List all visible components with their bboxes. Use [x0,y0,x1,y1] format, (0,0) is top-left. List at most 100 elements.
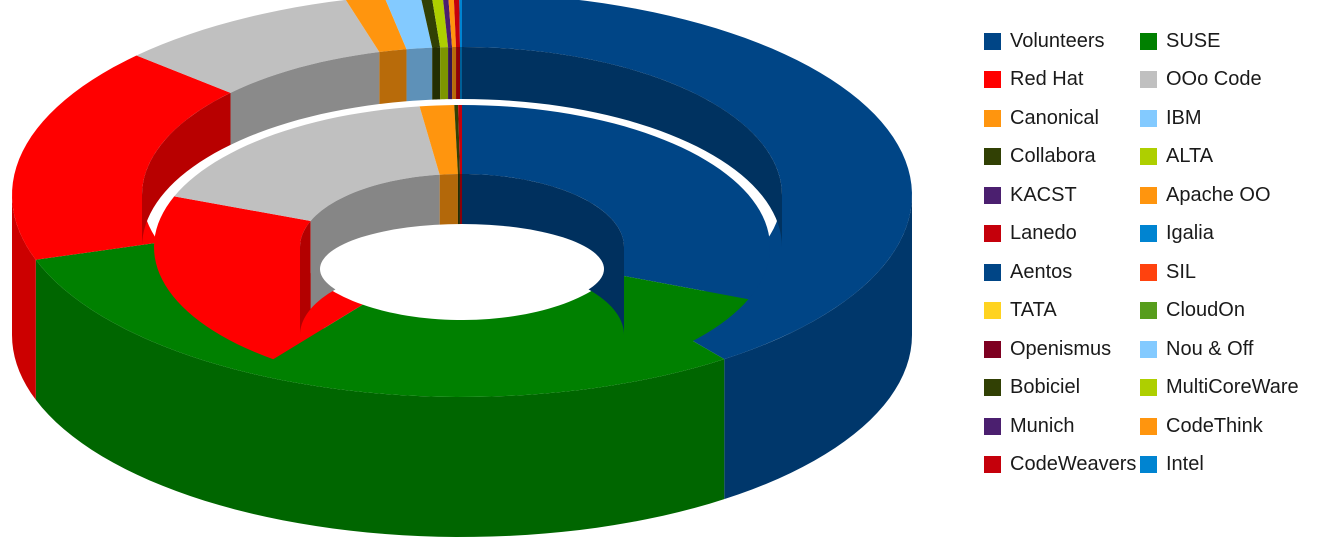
legend-swatch [1140,32,1157,50]
step-wall-lanedo [456,47,461,100]
outer-slice-ibm [385,0,433,50]
legend-label: Volunteers [1010,29,1105,52]
inner-slice-suse [273,273,749,389]
inner-ring [154,105,770,389]
outer-ring-walls [12,195,912,537]
inner-slice-volunteers [462,105,770,300]
outer-slice-red-hat [12,55,231,260]
legend-swatch [984,263,1001,281]
outer-wall-red-hat [12,195,36,400]
legend-item-apache-oo: Apache OO [1140,178,1271,212]
legend-label: Munich [1010,414,1075,437]
legend-swatch [984,302,1001,319]
outer-slice-alta [432,0,449,48]
legend-label: Bobiciel [1010,376,1081,398]
legend-item-codeweavers: CodeWeavers [984,448,1136,482]
hole-wall-red-hat [300,220,311,335]
legend-swatch [1140,109,1157,127]
legend-label: Canonical [1010,106,1099,129]
step-wall-canonical [379,49,407,105]
outer-wall-suse [35,259,725,537]
step-wall-kacst [448,47,453,100]
outer-slice-ooo-code [136,0,380,93]
legend-swatch [1140,456,1157,473]
legend-swatch [1140,379,1157,396]
legend-item-openismus: Openismus [984,332,1111,366]
legend-swatch [1140,302,1157,319]
inner-slice-canonical [419,105,458,175]
legend-swatch [984,379,1001,396]
legend-item-intel: Intel [1140,448,1204,482]
legend-swatch [1140,186,1157,204]
legend-item-volunteers: Volunteers [984,24,1105,58]
outer-slice-collabora [421,0,441,48]
legend-label: Intel [1166,453,1204,475]
legend-label: KACST [1010,183,1077,206]
outer-slice-apache-oo [448,0,457,48]
outer-slice-kacst [443,0,453,48]
legend-swatch [1140,71,1157,88]
legend-swatch [1140,263,1157,281]
legend-label: OOo Code [1166,68,1262,90]
legend-item-collabora: Collabora [984,140,1096,174]
outer-slice-lanedo [453,0,461,48]
legend-label: Lanedo [1010,222,1077,244]
outer-slice-igalia [459,0,462,47]
inner-slice-lanedo [458,105,462,175]
legend-item-ibm: IBM [1140,101,1202,135]
legend-swatch [1140,340,1157,358]
legend-item-lanedo: Lanedo [984,217,1077,251]
legend-swatch [984,417,1001,435]
legend-item-cloudon: CloudOn [1140,294,1245,328]
legend-label: Red Hat [1010,68,1084,90]
legend-item-igalia: Igalia [1140,217,1214,251]
step-wall-ooo-code [230,52,380,145]
outer-slice-canonical [345,0,407,53]
inner-slice-red-hat [154,196,363,360]
legend-label: Aentos [1010,260,1073,283]
legend-label: IBM [1166,106,1202,129]
legend-label: MultiCoreWare [1166,376,1299,398]
legend-item-red-hat: Red Hat [984,63,1083,97]
step-wall-igalia [460,47,462,99]
ring-step-walls [142,47,782,247]
legend-label: TATA [1010,299,1057,321]
legend-item-canonical: Canonical [984,101,1099,135]
step-wall-apache-oo [452,47,457,100]
legend-swatch [984,109,1001,127]
outer-wall-volunteers [724,195,912,500]
pie-chart [12,0,912,537]
legend-label: Nou & Off [1166,337,1254,360]
legend-label: CloudOn [1166,299,1245,321]
legend-item-tata: TATA [984,294,1057,328]
step-wall-alta [440,47,449,100]
legend-item-ooo-code: OOo Code [1140,63,1262,97]
legend-swatch [1140,417,1157,435]
legend-swatch [984,225,1001,242]
legend-item-sil: SIL [1140,255,1196,289]
legend-swatch [984,32,1001,50]
step-wall-volunteers [462,47,782,247]
legend-label: SUSE [1166,29,1221,52]
inner-slice-ooo-code [174,106,440,221]
legend-label: CodeThink [1166,414,1263,437]
legend-label: Apache OO [1166,183,1271,206]
legend-label: CodeWeavers [1010,453,1137,475]
legend-swatch [984,456,1001,473]
inner-slice-collabora [454,105,460,175]
legend-item-kacst: KACST [984,178,1077,212]
legend-item-alta: ALTA [1140,140,1213,174]
legend-item-suse: SUSE [1140,24,1220,58]
legend-swatch [984,340,1001,358]
donut-hole [320,224,604,314]
step-wall-collabora [432,47,441,100]
legend-item-multicoreware: MultiCoreWare [1140,371,1299,405]
step-wall-ibm [406,47,433,102]
legend-swatch [1140,148,1157,165]
legend-item-munich: Munich [984,409,1074,443]
legend-label: SIL [1166,260,1197,283]
legend-label: Collabora [1010,145,1096,167]
legend-item-bobiciel: Bobiciel [984,371,1080,405]
legend-label: ALTA [1166,145,1214,167]
legend-swatch [1140,225,1157,242]
